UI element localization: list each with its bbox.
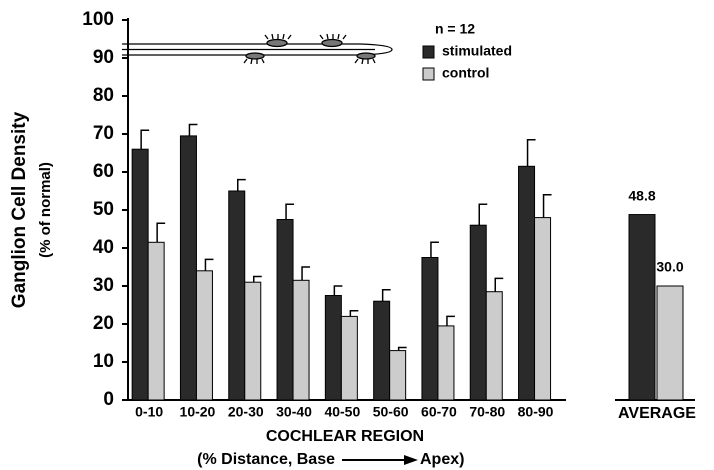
bar [518, 165, 536, 401]
x-tick-label: 60-70 [421, 404, 457, 420]
legend-label: control [442, 65, 489, 81]
bar [373, 300, 391, 401]
error-bar [285, 203, 295, 220]
error-bar [301, 266, 311, 281]
legend-swatch [422, 67, 435, 81]
x-tick-label: 50-60 [373, 404, 409, 420]
cochlea-illustration [122, 33, 393, 65]
y-tick-label: 100 [82, 9, 114, 30]
bar [147, 241, 165, 401]
legend-title: n = 12 [435, 21, 475, 37]
bar [469, 224, 487, 401]
bar [324, 295, 342, 401]
x-tick-label: 20-30 [228, 404, 264, 420]
y-tick-label: 30 [93, 275, 114, 296]
x-axis-sublabel: Apex) [420, 451, 464, 468]
legend-swatch [422, 45, 435, 59]
bar [421, 257, 439, 401]
bar [437, 325, 455, 401]
bar [485, 291, 503, 401]
value-label: 48.8 [628, 187, 655, 203]
y-tick-label: 40 [93, 237, 114, 258]
error-bar [204, 258, 214, 271]
error-bar [542, 194, 552, 218]
x-axis-label: COCHLEAR REGION [266, 428, 424, 445]
bar [389, 350, 407, 401]
error-bar [381, 289, 391, 302]
x-tick-label: 30-40 [276, 404, 312, 420]
bar [276, 219, 294, 401]
x-tick-label: AVERAGE [618, 405, 696, 422]
average-bar [656, 285, 684, 401]
error-bar [397, 346, 407, 351]
bar [534, 217, 552, 401]
error-bar [156, 222, 166, 243]
x-tick-label: 10-20 [180, 404, 216, 420]
error-bar [333, 285, 343, 296]
x-tick-label: 70-80 [469, 404, 505, 420]
error-bar [526, 138, 536, 167]
x-tick-label: 0-10 [135, 404, 163, 420]
legend-label: stimulated [442, 43, 512, 59]
y-axis-label: Ganglion Cell Density [9, 111, 30, 308]
bar [228, 190, 246, 401]
x-tick-label: 40-50 [324, 404, 360, 420]
error-bar [140, 129, 150, 150]
bar [179, 135, 197, 401]
y-tick-label: 70 [93, 123, 114, 144]
bar [131, 148, 149, 401]
error-bar [446, 315, 455, 326]
error-bar [237, 178, 246, 191]
y-tick-label: 50 [93, 199, 114, 220]
y-tick-label: 80 [93, 85, 114, 106]
x-axis-sublabel: (% Distance, Base [197, 451, 335, 468]
y-tick-label: 60 [93, 161, 114, 182]
value-label: 30.0 [656, 259, 683, 275]
error-bar [494, 277, 504, 292]
arrow [342, 455, 418, 465]
x-tick-label: 80-90 [518, 404, 554, 420]
y-tick-label: 0 [103, 389, 114, 410]
error-bar [349, 309, 359, 317]
y-tick-label: 20 [93, 313, 114, 334]
bar [195, 270, 213, 401]
error-bar [253, 275, 262, 283]
y-axis-sublabel: (% of normal) [37, 162, 54, 258]
bar [292, 279, 310, 401]
bar [340, 315, 358, 401]
y-tick-label: 10 [93, 351, 114, 372]
bar [244, 281, 262, 401]
error-bar [430, 241, 439, 258]
average-bar [628, 214, 656, 401]
error-bar [478, 203, 488, 226]
error-bar [188, 123, 198, 136]
y-tick-label: 90 [93, 47, 114, 68]
